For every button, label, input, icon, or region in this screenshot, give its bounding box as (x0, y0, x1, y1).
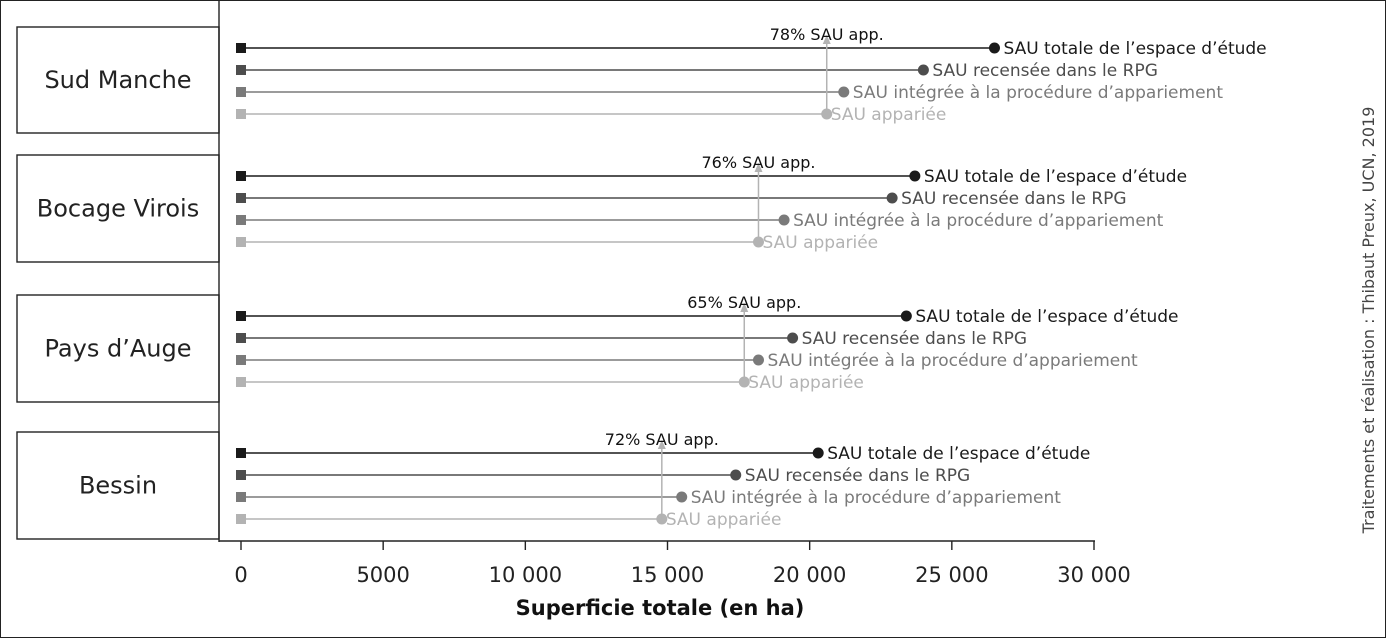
groups-layer: Sud Manche SAU totale de l’espace d’étude… (16, 25, 1267, 540)
region-box (16, 294, 220, 403)
series-end-point (778, 214, 790, 226)
series-end-point (812, 447, 824, 459)
series-end-point (838, 86, 850, 98)
series-end-point (917, 64, 929, 76)
series-start-marker (236, 109, 246, 119)
series-start-marker (236, 87, 246, 97)
region-box (16, 26, 220, 134)
series-start-marker (236, 514, 246, 524)
series-start-marker (236, 193, 246, 203)
series-start-marker (236, 355, 246, 365)
appariement-arrow-head (822, 35, 831, 44)
region-label: Sud Manche (44, 66, 191, 94)
series-label: SAU appariée (831, 105, 947, 125)
series-start-marker (236, 43, 246, 53)
region-box (16, 154, 220, 263)
series-end-point (886, 192, 898, 204)
series-label: SAU appariée (748, 373, 864, 393)
x-axis: 0 5000 10 000 15 000 20 000 25 000 30 000 (218, 0, 1131, 587)
series-end-point (752, 354, 764, 366)
x-tick-label: 20 000 (773, 563, 846, 587)
series-start-marker (236, 311, 246, 321)
series-start-marker (236, 470, 246, 480)
series-end-point (676, 491, 688, 503)
series-end-point (900, 310, 912, 322)
region-box (16, 431, 220, 540)
series-label: SAU intégrée à la procédure d’appariemen… (691, 488, 1062, 508)
x-tick-label: 0 (234, 563, 247, 587)
series-label: SAU intégrée à la procédure d’appariemen… (793, 211, 1164, 231)
series-label: SAU recensée dans le RPG (745, 466, 970, 486)
series-label: SAU appariée (666, 510, 782, 530)
series-start-marker (236, 492, 246, 502)
series-start-marker (236, 215, 246, 225)
series-end-point (988, 42, 1000, 54)
group-0: Sud Manche SAU totale de l’espace d’étude… (16, 25, 1267, 134)
x-tick-label: 30 000 (1057, 563, 1130, 587)
series-end-point (787, 332, 799, 344)
group-1: Bocage Virois SAU totale de l’espace d’ét… (16, 153, 1187, 263)
series-start-marker (236, 65, 246, 75)
series-label: SAU totale de l’espace d’étude (915, 307, 1178, 327)
group-2: Pays d’Auge SAU totale de l’espace d’étud… (16, 293, 1179, 403)
series-label: SAU intégrée à la procédure d’appariemen… (767, 351, 1138, 371)
pct-label: 65% SAU app. (687, 293, 801, 312)
pct-label: 78% SAU app. (770, 25, 884, 44)
pct-label: 76% SAU app. (701, 153, 815, 172)
series-label: SAU totale de l’espace d’étude (1003, 39, 1266, 59)
series-end-point (909, 170, 921, 182)
x-tick-label: 10 000 (489, 563, 562, 587)
series-start-marker (236, 448, 246, 458)
series-label: SAU recensée dans le RPG (901, 189, 1126, 209)
appariement-arrow-head (740, 303, 749, 312)
x-axis-title: Superficie totale (en ha) (516, 596, 805, 620)
region-label: Bocage Virois (37, 195, 199, 223)
region-label: Pays d’Auge (45, 335, 192, 363)
x-tick-label: 15 000 (631, 563, 704, 587)
series-label: SAU recensée dans le RPG (932, 61, 1157, 81)
region-label: Bessin (79, 472, 157, 500)
x-tick-label: 25 000 (915, 563, 988, 587)
series-start-marker (236, 237, 246, 247)
appariement-arrow-head (754, 163, 763, 172)
series-label: SAU recensée dans le RPG (802, 329, 1027, 349)
series-label: SAU intégrée à la procédure d’appariemen… (853, 83, 1224, 103)
series-label: SAU totale de l’espace d’étude (924, 167, 1187, 187)
series-start-marker (236, 171, 246, 181)
credit-text: Traitements et réalisation : Thibaut Pre… (1359, 107, 1378, 535)
x-tick-label: 5000 (356, 563, 409, 587)
series-label: SAU totale de l’espace d’étude (827, 444, 1090, 464)
series-end-point (730, 469, 742, 481)
series-label: SAU appariée (762, 233, 878, 253)
appariement-arrow-head (657, 440, 666, 449)
series-start-marker (236, 333, 246, 343)
pct-label: 72% SAU app. (605, 430, 719, 449)
series-start-marker (236, 377, 246, 387)
